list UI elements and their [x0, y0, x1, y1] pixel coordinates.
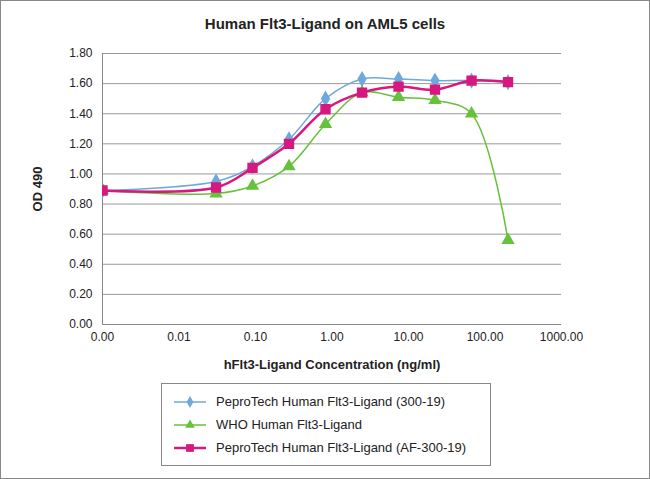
svg-text:0.00: 0.00	[69, 317, 93, 331]
svg-text:0.60: 0.60	[69, 227, 93, 241]
svg-text:OD 490: OD 490	[30, 167, 45, 212]
svg-text:1000.00: 1000.00	[540, 330, 584, 344]
svg-text:1.60: 1.60	[69, 76, 93, 90]
svg-text:1.80: 1.80	[69, 46, 93, 60]
svg-text:1.20: 1.20	[69, 137, 93, 151]
svg-text:0.10: 0.10	[244, 330, 268, 344]
svg-text:10.00: 10.00	[393, 330, 423, 344]
html-text:Human Flt3-Ligand on AML5 cell: Human Flt3-Ligand on AML5 cells	[204, 15, 446, 32]
html-text:PeproTech Human Flt3-Ligand (A: PeproTech Human Flt3-Ligand (AF-300-19)	[216, 440, 466, 455]
svg-text:0.01: 0.01	[167, 330, 191, 344]
svg-text:100.00: 100.00	[467, 330, 504, 344]
html-text:PeproTech Human Flt3-Ligand (3: PeproTech Human Flt3-Ligand (300-19)	[216, 394, 446, 409]
svg-text:1.40: 1.40	[69, 107, 93, 121]
svg-text:1.00: 1.00	[320, 330, 344, 344]
svg-text:0.00: 0.00	[91, 330, 115, 344]
html-text:WHO Human Flt3-Ligand: WHO Human Flt3-Ligand	[216, 417, 362, 432]
svg-text:0.20: 0.20	[69, 287, 93, 301]
svg-text:0.80: 0.80	[69, 197, 93, 211]
svg-text:1.00: 1.00	[69, 167, 93, 181]
svg-text:hFlt3-Ligand Concentration (ng: hFlt3-Ligand Concentration (ng/ml)	[224, 357, 441, 372]
svg-text:0.40: 0.40	[69, 257, 93, 271]
